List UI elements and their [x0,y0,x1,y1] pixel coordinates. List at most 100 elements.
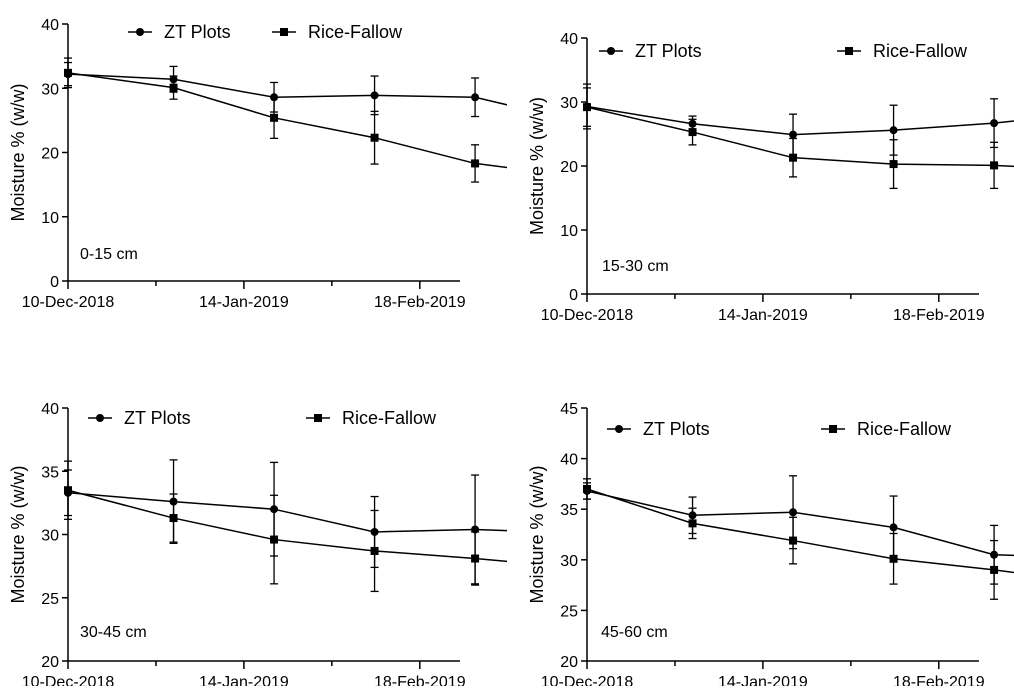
x-tick-label: 18-Feb-2019 [893,674,985,686]
legend-label: ZT Plots [124,408,191,428]
data-point-square [583,103,591,112]
y-tick-label: 40 [41,401,59,418]
x-tick-label: 14-Jan-2019 [199,674,289,686]
y-tick-label: 35 [560,502,578,519]
y-axis-title: Moisture % (w/w) [527,97,547,235]
data-point-square [270,535,279,544]
series-line-circle [586,105,1014,136]
series-line-square [586,106,1014,168]
data-point-circle [370,91,379,100]
legend-label: ZT Plots [643,419,710,439]
chart-svg-15-30cm: 0 10 20 30 40 10-Dec-2018 14-Jan-2019 18-Feb-20… [527,31,1014,324]
chart-svg-30-45cm: 20 25 30 35 40 10-Dec-2018 14-Jan-2019 18-Feb-2… [8,401,580,691]
data-point-square [471,554,480,563]
data-point-square [990,161,999,170]
chart-panel-0-15cm: 0 10 20 30 40 10-Dec-2018 14-Jan-2019 18-Feb-20… [0,0,580,330]
y-tick-label: 25 [560,603,578,620]
y-tick-label: 20 [41,146,59,163]
data-point-square [583,484,591,493]
y-tick-label: 30 [41,81,59,98]
y-tick-label: 40 [560,31,578,48]
y-tick-label: 0 [569,287,578,304]
depth-label: 45-60 cm [601,624,668,641]
data-point-circle [789,508,798,517]
legend-label: Rice-Fallow [873,41,968,61]
data-point-square [789,153,798,162]
data-point-square [64,68,72,77]
x-tick-label: 10-Dec-2018 [22,294,115,311]
legend-label: Rice-Fallow [308,22,403,42]
legend-marker-circle [136,28,144,36]
data-point-square [789,536,798,545]
data-point-circle [889,126,898,135]
x-tick-label: 14-Jan-2019 [199,294,289,311]
depth-label: 15-30 cm [602,258,669,275]
y-tick-label: 0 [50,274,59,291]
x-tick-label: 10-Dec-2018 [22,674,115,686]
series-line-square [67,72,576,178]
data-point-square [688,519,697,528]
x-tick-label: 14-Jan-2019 [718,674,808,686]
series-line-circle [586,490,1014,557]
data-point-square [990,565,999,574]
chart-svg-45-60cm: 20 25 30 35 40 45 10-Dec-2018 14-Jan-2019 18-Feb… [527,401,1014,691]
y-tick-label: 40 [41,17,59,34]
chart-panel-45-60cm: 20 25 30 35 40 45 10-Dec-2018 14-Jan-2019 18-Feb… [507,345,1014,691]
series-line-square [67,489,576,569]
depth-label: 0-15 cm [80,246,138,263]
legend-label: Rice-Fallow [857,419,952,439]
legend-marker-square [829,425,837,433]
data-point-circle [789,130,798,139]
y-tick-label: 45 [560,401,578,418]
data-point-circle [990,119,999,128]
data-point-square [270,113,279,122]
x-tick-label: 18-Feb-2019 [374,674,466,686]
x-tick-label: 10-Dec-2018 [541,307,634,324]
x-tick-label: 18-Feb-2019 [374,294,466,311]
legend-marker-circle [96,414,104,422]
chart-svg-0-15cm: 0 10 20 30 40 10-Dec-2018 14-Jan-2019 18-Feb-20… [8,17,580,311]
legend-label: ZT Plots [635,41,702,61]
y-axis-title: Moisture % (w/w) [8,465,28,603]
y-tick-label: 25 [41,591,59,608]
legend-label: Rice-Fallow [342,408,437,428]
data-point-square [471,159,480,168]
y-tick-label: 30 [560,553,578,570]
data-point-square [64,486,72,495]
series-line-square [586,488,1014,574]
chart-panel-15-30cm: 0 10 20 30 40 10-Dec-2018 14-Jan-2019 18-Feb-20… [507,0,1014,330]
y-tick-label: 35 [41,464,59,481]
y-tick-label: 40 [560,452,578,469]
x-tick-label: 10-Dec-2018 [541,674,634,686]
data-point-square [370,133,379,142]
legend-marker-square [280,28,288,36]
legend-marker-square [314,414,322,422]
series-line-circle [67,492,576,534]
chart-panel-30-45cm: 20 25 30 35 40 10-Dec-2018 14-Jan-2019 18-Feb-2… [0,345,580,691]
legend-marker-circle [607,47,615,55]
y-tick-label: 20 [41,654,59,671]
y-tick-label: 10 [41,210,59,227]
depth-label: 30-45 cm [80,624,147,641]
data-point-square [370,546,379,555]
data-point-circle [889,523,898,532]
y-tick-label: 20 [560,159,578,176]
y-tick-label: 10 [560,223,578,240]
series-line-circle [67,73,576,122]
y-axis-title: Moisture % (w/w) [527,465,547,603]
y-tick-label: 30 [41,528,59,545]
data-point-square [688,128,697,137]
data-point-square [169,83,178,92]
y-tick-label: 30 [560,95,578,112]
data-point-square [889,554,898,563]
x-tick-label: 14-Jan-2019 [718,307,808,324]
y-axis-title: Moisture % (w/w) [8,83,28,221]
legend-label: ZT Plots [164,22,231,42]
legend-marker-square [845,47,853,55]
legend-marker-circle [615,425,623,433]
x-tick-label: 18-Feb-2019 [893,307,985,324]
data-point-square [889,160,898,169]
data-point-square [169,514,178,523]
data-point-circle [471,93,480,102]
y-tick-label: 20 [560,654,578,671]
